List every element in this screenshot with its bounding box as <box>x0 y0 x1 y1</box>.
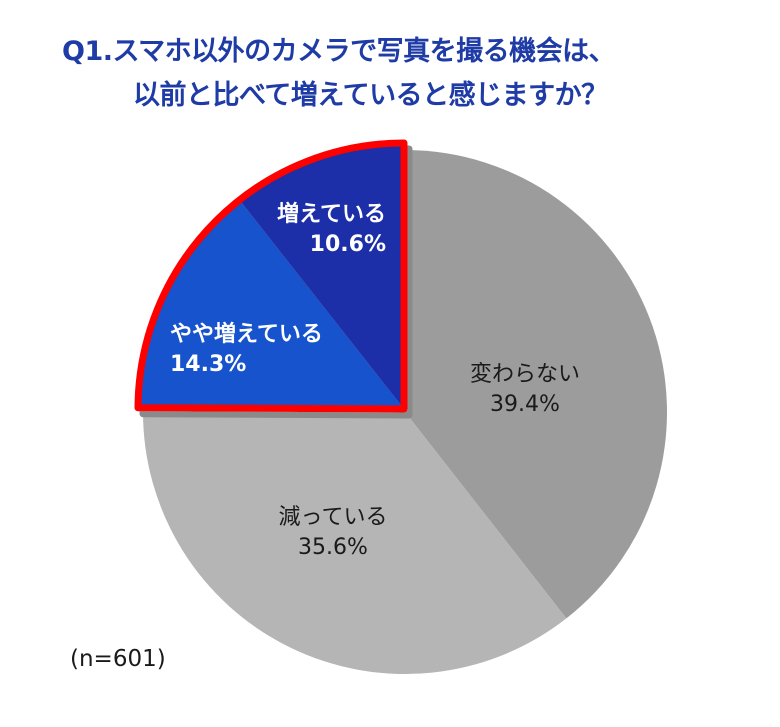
pie-slice-decreased <box>143 410 567 674</box>
pie-slice-unchanged <box>405 150 668 619</box>
label-decreased-name: 減っている <box>278 505 388 530</box>
chart-title-line-2: 以前と比べて増えていると感じますか？ <box>133 80 608 111</box>
pie-slice-slightly-increased <box>138 199 404 409</box>
label-slightly-increased-name: やや増えている <box>170 322 323 347</box>
label-decreased: 減っている 35.6% <box>258 503 408 563</box>
label-increased-name: 増えている <box>277 202 386 227</box>
pie-slice-increased <box>239 143 404 409</box>
highlight-border <box>134 139 408 413</box>
label-unchanged-value: 39.4% <box>490 392 560 417</box>
label-slightly-increased: やや増えている 14.3% <box>170 320 323 380</box>
label-slightly-increased-value: 14.3% <box>170 352 247 377</box>
label-increased: 増えている 10.6% <box>246 200 386 260</box>
chart-title-line-1: Q1.スマホ以外のカメラで写真を撮る機会は、 <box>62 36 616 67</box>
label-unchanged: 変わらない 39.4% <box>455 360 595 420</box>
highlighted-quadrant <box>134 139 408 413</box>
label-increased-value: 10.6% <box>309 232 386 257</box>
label-unchanged-name: 変わらない <box>469 362 580 387</box>
sample-size-note: (n=601) <box>70 646 166 672</box>
label-decreased-value: 35.6% <box>298 535 368 560</box>
